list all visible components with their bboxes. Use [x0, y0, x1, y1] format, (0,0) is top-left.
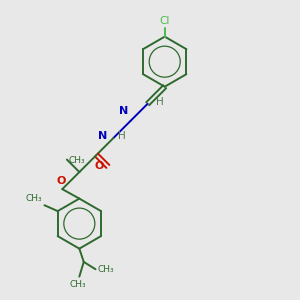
Text: N: N — [119, 106, 129, 116]
Text: O: O — [56, 176, 65, 186]
Text: H: H — [156, 97, 164, 107]
Text: N: N — [98, 131, 108, 141]
Text: CH₃: CH₃ — [69, 156, 85, 165]
Text: O: O — [95, 161, 104, 171]
Text: Cl: Cl — [160, 16, 170, 26]
Text: CH₃: CH₃ — [70, 280, 86, 289]
Text: H: H — [118, 131, 126, 141]
Text: CH₃: CH₃ — [98, 265, 115, 274]
Text: CH₃: CH₃ — [26, 194, 42, 203]
